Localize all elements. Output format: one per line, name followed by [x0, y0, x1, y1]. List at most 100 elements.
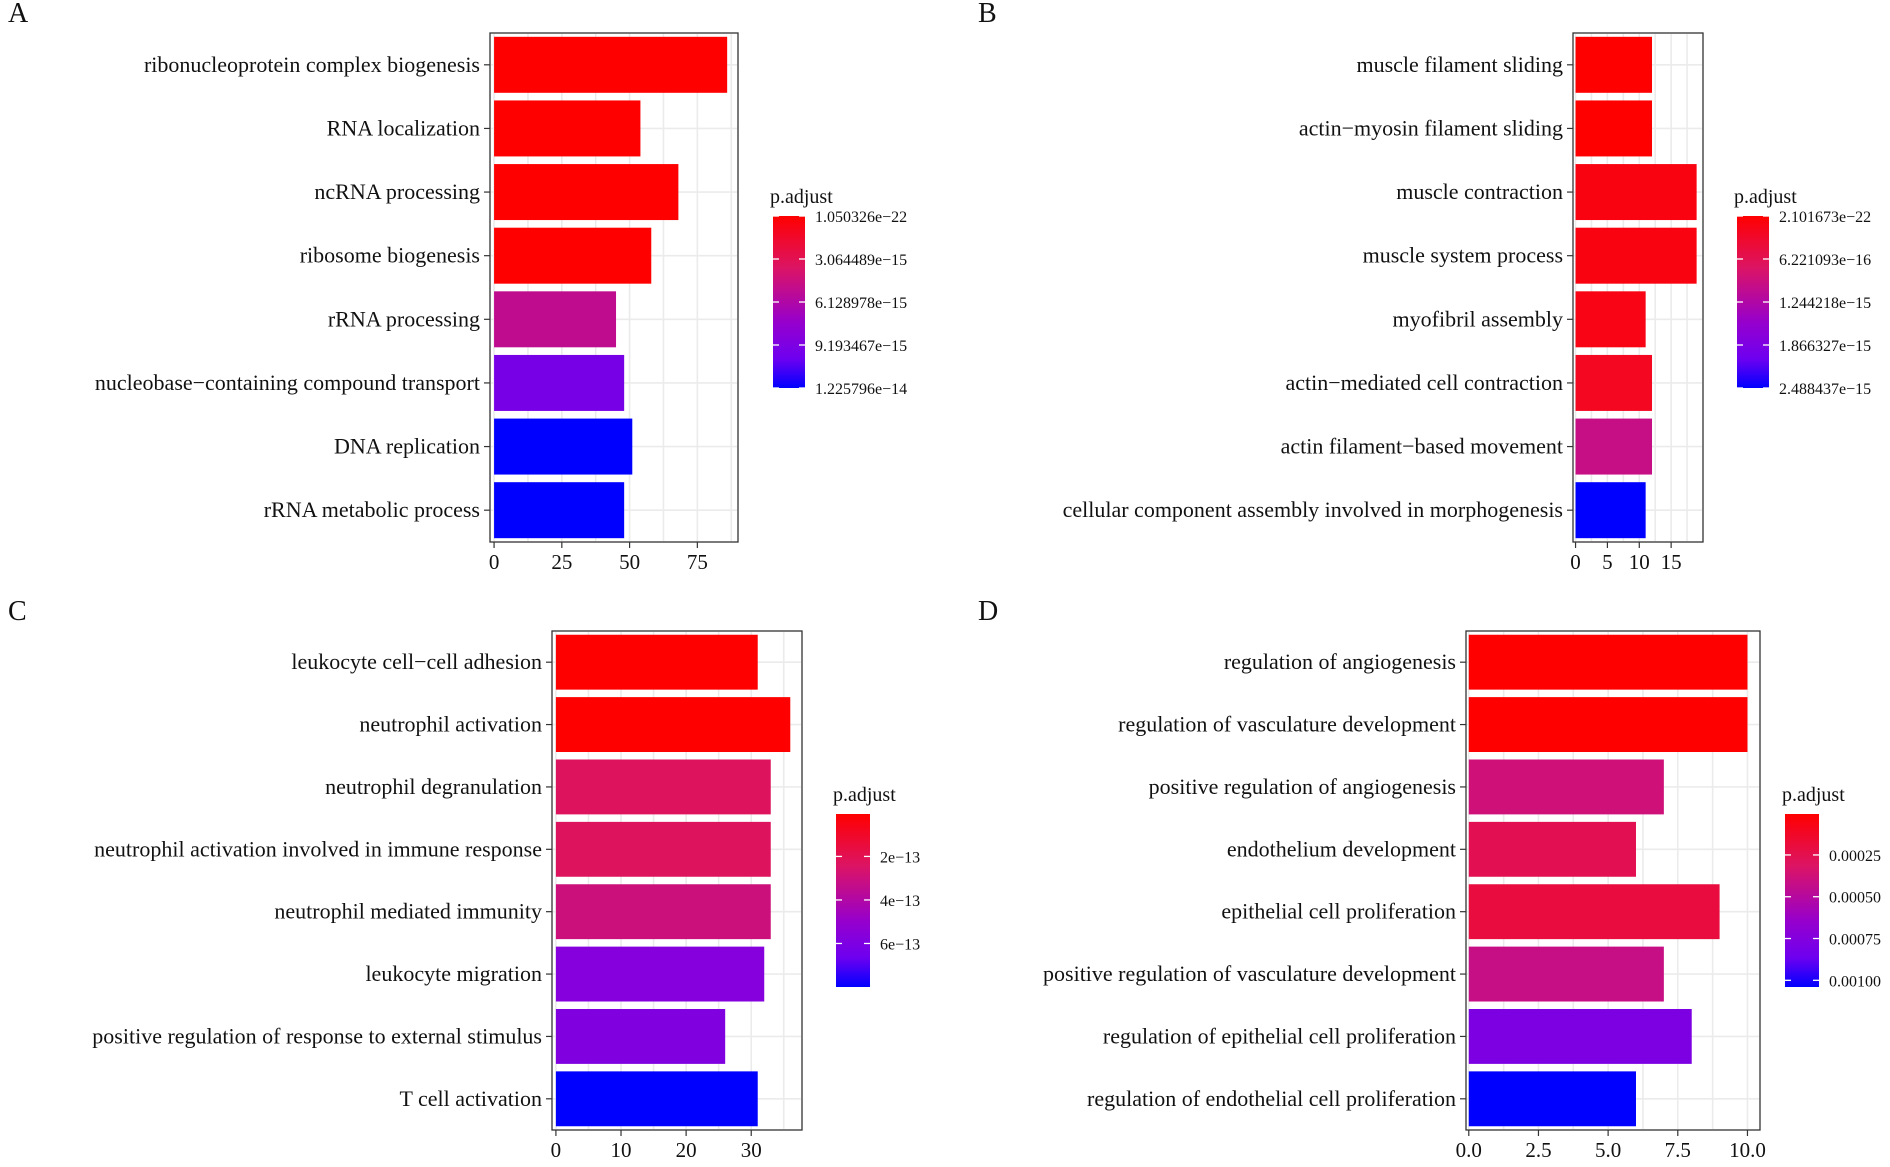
bar	[1575, 36, 1653, 93]
legend-label: 9.193467e−15	[815, 338, 907, 355]
legend-label: 6.221093e−16	[1779, 252, 1871, 269]
legend-label: 1.866327e−15	[1779, 338, 1871, 355]
bar	[1468, 1008, 1692, 1064]
bar	[494, 291, 617, 348]
y-tick-label: neutrophil degranulation	[325, 774, 542, 799]
y-tick-label: nucleobase−containing compound transport	[95, 370, 480, 395]
y-tick-label: epithelial cell proliferation	[1221, 899, 1456, 924]
x-tick-label: 30	[741, 1138, 762, 1162]
y-tick-label: actin−mediated cell contraction	[1285, 370, 1563, 395]
bar	[1468, 634, 1748, 690]
bar	[494, 482, 625, 539]
x-tick-label: 20	[676, 1138, 697, 1162]
legend-label: 0.00100	[1829, 973, 1881, 990]
bar	[1575, 100, 1653, 157]
y-tick-label: regulation of endothelial cell prolifera…	[1087, 1086, 1456, 1111]
bar	[494, 354, 625, 411]
bar	[1468, 884, 1720, 940]
legend-label: 3.064489e−15	[815, 252, 907, 269]
y-tick-label: T cell activation	[399, 1086, 542, 1111]
x-tick-label: 10.0	[1729, 1138, 1766, 1162]
legend-title: p.adjust	[770, 186, 833, 208]
bar	[494, 164, 679, 221]
y-tick-label: DNA replication	[334, 434, 480, 459]
x-tick-label: 75	[687, 550, 708, 574]
y-tick-label: leukocyte cell−cell adhesion	[291, 649, 542, 674]
y-tick-label: regulation of epithelial cell proliferat…	[1103, 1023, 1456, 1048]
panel-letter: A	[8, 0, 29, 29]
y-tick-label: actin−myosin filament sliding	[1299, 115, 1563, 140]
legend-title: p.adjust	[833, 784, 896, 806]
bar	[555, 1071, 758, 1127]
bar	[1468, 1071, 1636, 1127]
legend-title: p.adjust	[1734, 186, 1797, 208]
x-tick-label: 5.0	[1595, 1138, 1621, 1162]
bar	[494, 100, 641, 157]
y-tick-label: regulation of angiogenesis	[1224, 649, 1456, 674]
y-tick-label: muscle contraction	[1396, 179, 1563, 204]
bar	[555, 821, 771, 877]
y-tick-label: positive regulation of vasculature devel…	[1043, 961, 1456, 986]
panel-letter: D	[978, 596, 998, 627]
bar	[1575, 291, 1646, 348]
y-tick-label: regulation of vasculature development	[1118, 712, 1456, 737]
bar	[555, 946, 765, 1002]
y-tick-label: neutrophil activation involved in immune…	[94, 836, 542, 861]
legend-label: 2e−13	[880, 849, 920, 866]
bar	[555, 759, 771, 815]
bar	[555, 884, 771, 940]
bar	[555, 1008, 726, 1064]
x-tick-label: 10	[611, 1138, 632, 1162]
bar	[1575, 418, 1653, 475]
x-tick-label: 0	[551, 1138, 562, 1162]
x-tick-label: 0	[489, 550, 500, 574]
bar	[1575, 482, 1646, 539]
y-tick-label: cellular component assembly involved in …	[1063, 497, 1563, 522]
y-tick-label: muscle system process	[1363, 243, 1563, 268]
legend-label: 0.00075	[1829, 932, 1881, 949]
x-tick-label: 0.0	[1456, 1138, 1482, 1162]
y-tick-label: ribosome biogenesis	[300, 243, 480, 268]
legend-label: 0.00025	[1829, 848, 1881, 865]
y-tick-label: neutrophil activation	[359, 712, 542, 737]
x-tick-label: 15	[1661, 550, 1682, 574]
x-tick-label: 0	[1570, 550, 1581, 574]
legend-label: 6e−13	[880, 936, 920, 953]
legend-title: p.adjust	[1782, 784, 1845, 806]
legend-colorbar	[1785, 814, 1819, 987]
y-tick-label: RNA localization	[327, 115, 480, 140]
y-tick-label: rRNA processing	[328, 306, 480, 331]
y-tick-label: neutrophil mediated immunity	[274, 899, 542, 924]
x-tick-label: 2.5	[1525, 1138, 1551, 1162]
legend-label: 4e−13	[880, 893, 920, 910]
bar	[1575, 164, 1697, 221]
y-tick-label: myofibril assembly	[1393, 306, 1563, 331]
y-tick-label: endothelium development	[1227, 836, 1456, 861]
legend-label: 1.050326e−22	[815, 209, 907, 226]
y-tick-label: ribonucleoprotein complex biogenesis	[144, 52, 480, 77]
bar	[1468, 821, 1636, 877]
y-tick-label: muscle filament sliding	[1356, 52, 1563, 77]
x-tick-label: 7.5	[1665, 1138, 1691, 1162]
bar	[494, 418, 633, 475]
x-tick-label: 10	[1629, 550, 1650, 574]
y-tick-label: leukocyte migration	[365, 961, 542, 986]
legend-label: 2.101673e−22	[1779, 209, 1871, 226]
x-tick-label: 5	[1602, 550, 1613, 574]
bar	[555, 634, 758, 690]
bar	[494, 36, 728, 93]
panel-letter: C	[8, 596, 27, 627]
y-tick-label: ncRNA processing	[314, 179, 480, 204]
bar	[494, 227, 652, 284]
bar	[1575, 227, 1697, 284]
y-tick-label: positive regulation of angiogenesis	[1149, 774, 1456, 799]
legend-label: 2.488437e−15	[1779, 381, 1871, 398]
panel-letter: B	[978, 0, 997, 29]
legend-label: 6.128978e−15	[815, 295, 907, 312]
x-tick-label: 25	[551, 550, 572, 574]
